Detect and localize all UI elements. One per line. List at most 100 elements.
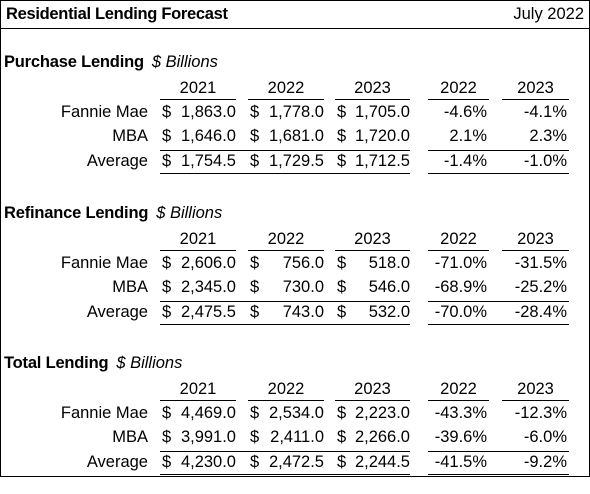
amount: 1,863.0 — [180, 103, 236, 121]
section-unit: $ Billions — [151, 53, 218, 71]
header-underline — [335, 250, 410, 251]
header-underline — [428, 250, 489, 251]
lending-value: $1,646.0 — [162, 125, 236, 148]
header-underline — [502, 400, 569, 401]
row-label: MBA — [112, 428, 148, 446]
header-underline — [160, 99, 236, 100]
currency-symbol: $ — [162, 127, 172, 145]
currency-symbol: $ — [337, 303, 347, 321]
pct-year-header: 2023 — [517, 380, 554, 398]
header-underline — [335, 400, 410, 401]
lending-section: Total Lending $ Billions 2021 2022 2023 2022 2… — [0, 354, 588, 494]
pct-change: -31.5% — [514, 254, 567, 272]
currency-symbol: $ — [250, 103, 260, 121]
lending-value: $730.0 — [250, 276, 324, 299]
pct-change: -43.3% — [434, 404, 487, 422]
lending-value: $1,705.0 — [337, 101, 410, 124]
header-underline — [160, 400, 236, 401]
pct-change: -25.2% — [514, 278, 567, 296]
total-rule — [428, 474, 569, 475]
amount: 2,223.0 — [354, 404, 410, 422]
currency-symbol: $ — [250, 404, 260, 422]
row-label: MBA — [112, 127, 148, 145]
lending-value: $2,606.0 — [162, 252, 236, 275]
total-rule — [160, 173, 410, 174]
amount: 532.0 — [368, 303, 410, 321]
lending-value: $756.0 — [250, 252, 324, 275]
currency-symbol: $ — [162, 103, 172, 121]
lending-value: $532.0 — [337, 301, 410, 324]
year-header: 2022 — [267, 230, 305, 248]
total-rule — [160, 451, 410, 452]
amount: 1,705.0 — [354, 103, 410, 121]
total-rule — [160, 150, 410, 151]
section-title: Refinance Lending $ Billions — [4, 204, 222, 223]
lending-value: $2,266.0 — [337, 426, 410, 449]
currency-symbol: $ — [337, 428, 347, 446]
lending-value: $2,345.0 — [162, 276, 236, 299]
pct-change: -39.6% — [434, 428, 487, 446]
row-label: Average — [86, 453, 148, 471]
pct-change: -12.3% — [514, 404, 567, 422]
header-underline — [160, 250, 236, 251]
pct-change: -4.6% — [443, 103, 487, 121]
pct-year-header: 2022 — [440, 380, 477, 398]
total-rule — [428, 150, 569, 151]
section-unit: $ Billions — [156, 204, 223, 222]
total-rule — [428, 324, 569, 325]
amount: 2,345.0 — [180, 278, 236, 296]
header-underline — [502, 250, 569, 251]
year-header: 2023 — [354, 230, 391, 248]
lending-value: $2,411.0 — [250, 426, 324, 449]
year-header: 2021 — [179, 79, 217, 97]
lending-value: $2,534.0 — [250, 402, 324, 425]
amount: 2,606.0 — [180, 254, 236, 272]
lending-value: $3,991.0 — [162, 426, 236, 449]
lending-value: $1,729.5 — [250, 150, 324, 173]
currency-symbol: $ — [337, 254, 347, 272]
section-name: Refinance Lending — [4, 204, 149, 222]
currency-symbol: $ — [250, 428, 260, 446]
amount: 2,411.0 — [270, 428, 324, 446]
amount: 3,991.0 — [180, 428, 236, 446]
pct-change: -71.0% — [434, 254, 487, 272]
header-underline — [428, 400, 489, 401]
year-header: 2023 — [354, 380, 391, 398]
pct-change: -9.2% — [523, 453, 567, 471]
pct-change: -70.0% — [434, 303, 487, 321]
pct-change: -68.9% — [434, 278, 487, 296]
total-rule — [160, 324, 410, 325]
currency-symbol: $ — [337, 453, 347, 471]
currency-symbol: $ — [250, 152, 260, 170]
pct-change: -41.5% — [434, 453, 487, 471]
row-label: Fannie Mae — [60, 404, 148, 422]
lending-value: $2,223.0 — [337, 402, 410, 425]
pct-year-header: 2023 — [517, 230, 554, 248]
pct-change: 2.1% — [449, 127, 487, 145]
currency-symbol: $ — [162, 303, 172, 321]
lending-value: $1,863.0 — [162, 101, 236, 124]
currency-symbol: $ — [162, 278, 172, 296]
currency-symbol: $ — [250, 254, 260, 272]
pct-year-header: 2023 — [517, 79, 554, 97]
year-header: 2022 — [267, 79, 305, 97]
sheet-date: July 2022 — [513, 5, 584, 23]
currency-symbol: $ — [162, 404, 172, 422]
currency-symbol: $ — [250, 303, 260, 321]
header-underline — [248, 400, 324, 401]
section-name: Total Lending — [4, 354, 109, 372]
currency-symbol: $ — [250, 278, 260, 296]
lending-value: $1,778.0 — [250, 101, 324, 124]
row-label: Average — [86, 303, 148, 321]
lending-value: $4,230.0 — [162, 451, 236, 474]
lending-value: $546.0 — [337, 276, 410, 299]
section-name: Purchase Lending — [4, 53, 144, 71]
pct-change: -1.0% — [523, 152, 567, 170]
amount: 546.0 — [368, 278, 410, 296]
lending-value: $1,720.0 — [337, 125, 410, 148]
pct-change: -6.0% — [523, 428, 567, 446]
lending-value: $743.0 — [250, 301, 324, 324]
currency-symbol: $ — [337, 278, 347, 296]
pct-change: -4.1% — [523, 103, 567, 121]
total-rule — [428, 173, 569, 174]
